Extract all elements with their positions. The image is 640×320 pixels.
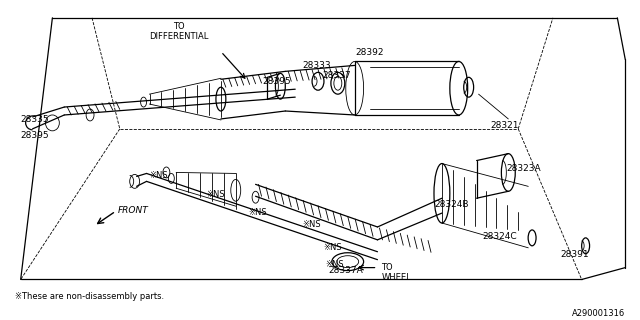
Text: 28333: 28333: [302, 61, 331, 70]
Text: ※These are non-disassembly parts.: ※These are non-disassembly parts.: [15, 292, 164, 301]
Text: 28323A: 28323A: [506, 164, 541, 172]
Text: 28391: 28391: [561, 250, 589, 259]
Text: 28324C: 28324C: [483, 232, 517, 241]
Text: 28395: 28395: [20, 131, 49, 140]
Text: FRONT: FRONT: [118, 206, 148, 215]
Text: ※NS: ※NS: [325, 260, 344, 269]
Text: 28337A: 28337A: [328, 266, 363, 275]
Text: 28392: 28392: [356, 48, 384, 57]
Text: A290001316: A290001316: [572, 309, 625, 318]
Text: ※NS: ※NS: [248, 208, 268, 217]
Text: ※NS: ※NS: [323, 243, 342, 252]
Text: TO
DIFFERENTIAL: TO DIFFERENTIAL: [150, 22, 209, 41]
Text: ※NS: ※NS: [302, 220, 321, 229]
Text: 28335: 28335: [20, 115, 49, 124]
Text: ※NS: ※NS: [206, 190, 225, 199]
Text: 28395: 28395: [262, 77, 291, 86]
Text: 28337: 28337: [322, 71, 351, 80]
Text: ※NS: ※NS: [150, 172, 168, 180]
Text: TO
WHEEL: TO WHEEL: [381, 263, 411, 282]
Text: 28321: 28321: [490, 121, 519, 130]
Text: 28324B: 28324B: [434, 200, 468, 209]
